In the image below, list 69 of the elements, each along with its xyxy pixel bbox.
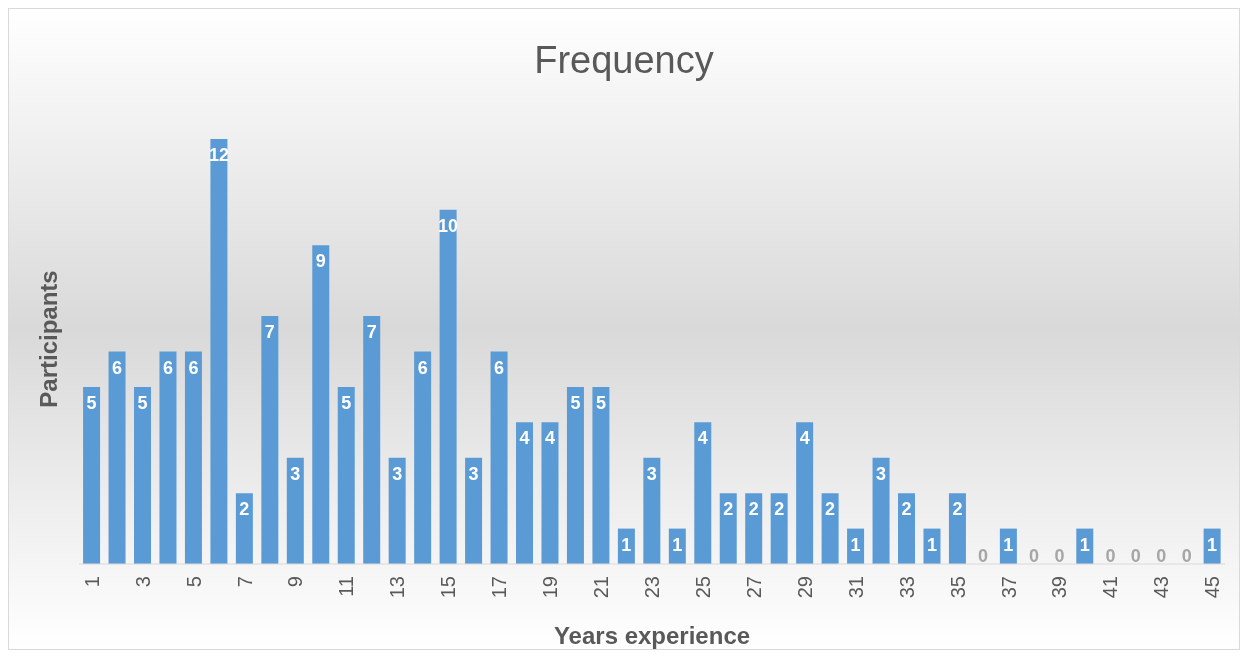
data-label: 2 xyxy=(748,499,759,520)
x-tick-label: 23 xyxy=(641,576,663,599)
x-tick-label: 25 xyxy=(691,576,714,599)
data-label: 2 xyxy=(239,499,250,520)
x-tick-label: 1 xyxy=(80,576,103,588)
data-label: 5 xyxy=(595,392,606,413)
x-tick-label: 35 xyxy=(946,576,969,599)
data-label: 1 xyxy=(1079,534,1090,555)
x-tick-label: 27 xyxy=(742,576,765,599)
data-label: 3 xyxy=(290,463,301,484)
data-label: 0 xyxy=(1105,546,1116,566)
x-tick-label: 9 xyxy=(284,576,307,588)
data-label: 6 xyxy=(112,357,123,378)
x-tick-label: 15 xyxy=(437,576,460,599)
data-label: 2 xyxy=(723,499,734,520)
data-label: 3 xyxy=(392,463,403,484)
x-tick-label: 21 xyxy=(590,576,613,599)
data-label: 3 xyxy=(876,463,887,484)
data-label: 9 xyxy=(315,251,326,272)
data-label: 5 xyxy=(341,392,352,413)
data-label: 7 xyxy=(366,322,377,343)
y-axis-title: Participants xyxy=(35,270,63,408)
data-label: 2 xyxy=(901,499,912,520)
data-label: 5 xyxy=(86,392,97,413)
data-label: 6 xyxy=(162,357,173,378)
data-label: 5 xyxy=(137,392,148,413)
x-tick-label: 19 xyxy=(539,576,562,599)
data-label: 0 xyxy=(1130,546,1141,566)
chart-title: Frequency xyxy=(533,38,715,83)
x-tick-label: 45 xyxy=(1201,576,1224,599)
data-label: 4 xyxy=(697,428,708,449)
x-tick-label: 29 xyxy=(793,576,816,599)
data-label: 3 xyxy=(646,463,657,484)
data-label: 0 xyxy=(1156,546,1167,566)
data-label: 2 xyxy=(774,499,785,520)
data-label: 1 xyxy=(1207,534,1218,555)
data-label: 1 xyxy=(621,534,632,555)
data-label: 1 xyxy=(672,534,683,555)
data-label: 4 xyxy=(519,428,530,449)
data-label: 3 xyxy=(468,463,479,484)
x-tick-label: 31 xyxy=(844,576,867,599)
x-tick-label: 17 xyxy=(488,576,511,599)
data-label: 0 xyxy=(978,546,989,566)
data-label: 0 xyxy=(1054,546,1065,566)
x-tick-label: 3 xyxy=(131,576,154,588)
data-label: 0 xyxy=(1181,546,1192,566)
x-tick-label: 13 xyxy=(386,576,409,599)
data-label: 4 xyxy=(544,428,555,449)
x-tick-label: 33 xyxy=(895,576,918,599)
data-label: 4 xyxy=(799,428,810,449)
x-tick-label: 11 xyxy=(335,576,358,597)
x-tick-label: 37 xyxy=(997,576,1020,599)
data-label: 1 xyxy=(850,534,861,555)
data-label: 6 xyxy=(417,357,428,378)
x-tick-label: 5 xyxy=(182,576,205,588)
data-label: 2 xyxy=(952,499,963,520)
data-label: 2 xyxy=(825,499,836,520)
x-axis-title: Years experience xyxy=(553,622,751,649)
x-tick-label: 41 xyxy=(1099,576,1122,599)
x-tick-label: 43 xyxy=(1150,576,1173,599)
data-label: 1 xyxy=(1003,534,1014,555)
data-label: 5 xyxy=(570,392,581,413)
data-label: 7 xyxy=(264,322,275,343)
data-label: 1 xyxy=(926,534,937,555)
x-tick-label: 7 xyxy=(233,576,256,588)
data-label: 0 xyxy=(1028,546,1040,566)
data-label: 6 xyxy=(188,357,199,378)
data-label: 6 xyxy=(494,357,505,378)
x-tick-label: 39 xyxy=(1048,576,1071,599)
